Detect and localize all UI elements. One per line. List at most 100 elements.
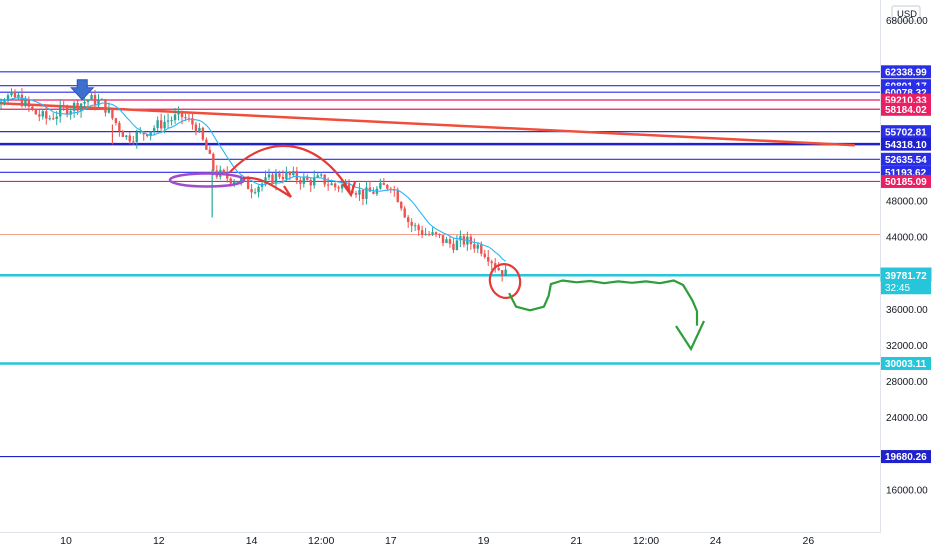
candle-body: [65, 106, 69, 115]
candle-body: [76, 102, 79, 111]
candle-body: [333, 183, 337, 188]
candle-body: [323, 174, 326, 185]
y-tick-label: 48000.00: [886, 197, 928, 208]
candle-body: [480, 244, 483, 254]
candle-body: [10, 91, 13, 96]
price-tag-50185.09: [881, 174, 931, 188]
price-tag-19680.26: [881, 450, 931, 464]
candle-body: [271, 174, 274, 184]
candle-body: [20, 94, 24, 107]
candle-body: [100, 99, 104, 101]
candle-body: [132, 141, 135, 143]
price-tag-52635.54: [881, 152, 931, 166]
candle-body: [93, 94, 97, 106]
candle-body: [487, 257, 490, 262]
candle-body: [396, 190, 399, 203]
candle-body: [448, 239, 452, 244]
y-tick-label: 36000.00: [886, 305, 928, 316]
x-tick-label: 12:00: [633, 535, 659, 547]
candle-body: [139, 131, 142, 133]
red-arrowhead: [342, 181, 357, 198]
candle-body: [118, 123, 121, 132]
candle-body: [302, 177, 305, 184]
candle-body: [295, 170, 299, 180]
candle-body: [382, 183, 386, 185]
candle-body: [410, 221, 413, 226]
candle-body: [198, 127, 201, 132]
candle-body: [194, 124, 198, 132]
candle-body: [152, 127, 156, 132]
candle-body: [111, 108, 114, 119]
time-axis: [0, 533, 932, 550]
price-tag-label: 52635.54: [885, 155, 927, 166]
green-projection-path: [508, 279, 699, 326]
price-tag-label: 59210.33: [885, 96, 927, 107]
candle-body: [292, 170, 295, 176]
candle-body: [17, 94, 20, 98]
candle-body: [483, 253, 486, 258]
candle-body: [340, 184, 344, 189]
candle-body: [267, 174, 271, 178]
candle-body: [97, 100, 100, 106]
candle-body: [500, 270, 504, 277]
candle-body: [354, 192, 358, 195]
x-tick-label: 17: [385, 535, 397, 547]
red-circle: [488, 263, 522, 299]
candle-body: [72, 102, 76, 111]
price-tag-label: 62338.99: [885, 67, 927, 78]
price-tag-label: 58184.02: [885, 105, 927, 116]
candle-body: [306, 177, 309, 180]
candle-body: [79, 103, 83, 111]
candle-body: [445, 239, 448, 243]
x-tick-label: 26: [803, 535, 815, 547]
candle-body: [368, 187, 372, 192]
candle-body: [253, 192, 257, 194]
price-tag-55702.81: [881, 125, 931, 139]
x-tick-label: 14: [246, 535, 258, 547]
candle-body: [156, 120, 159, 128]
price-tag-label: 30003.11: [885, 359, 927, 370]
candle-body: [59, 105, 62, 117]
candle-body: [62, 105, 65, 107]
candle-body: [452, 243, 455, 250]
candle-body: [427, 233, 431, 235]
candle-body: [358, 189, 361, 195]
candle-body: [3, 101, 6, 103]
candle-body: [104, 99, 107, 113]
descending-trendline: [0, 101, 855, 147]
candle-body: [372, 191, 375, 194]
price-tag-label: 60078.32: [885, 88, 927, 99]
currency-label: USD: [897, 9, 917, 20]
candle-body: [239, 178, 243, 182]
currency-box: [891, 5, 921, 22]
x-tick-label: 12: [153, 535, 165, 547]
candle-body: [361, 189, 365, 200]
candle-body: [146, 134, 149, 137]
x-tick-label: 10: [60, 535, 72, 547]
candle-body: [288, 171, 292, 176]
y-tick-label: 68000.00: [886, 16, 928, 27]
x-tick-label: 12:00: [308, 535, 334, 547]
candle-body: [330, 183, 333, 186]
candle-body: [233, 181, 236, 184]
candle-body: [229, 178, 232, 184]
candle-body: [170, 120, 173, 122]
candle-body: [149, 131, 152, 137]
candle-body: [417, 225, 420, 231]
candle-body: [476, 244, 479, 249]
candle-body: [125, 135, 128, 137]
countdown-timer: 32:45: [885, 283, 910, 294]
price-tag-62338.99: [881, 65, 931, 79]
candle-body: [177, 111, 180, 115]
candle-body: [455, 240, 459, 250]
candle-body: [326, 184, 330, 186]
candle-body: [285, 171, 288, 180]
candle-body: [264, 177, 267, 184]
green-arrowhead: [675, 320, 705, 352]
candle-body: [205, 139, 208, 150]
candle-body: [236, 181, 239, 183]
current-price-tag: [881, 268, 931, 295]
plot-area: [0, 0, 880, 532]
